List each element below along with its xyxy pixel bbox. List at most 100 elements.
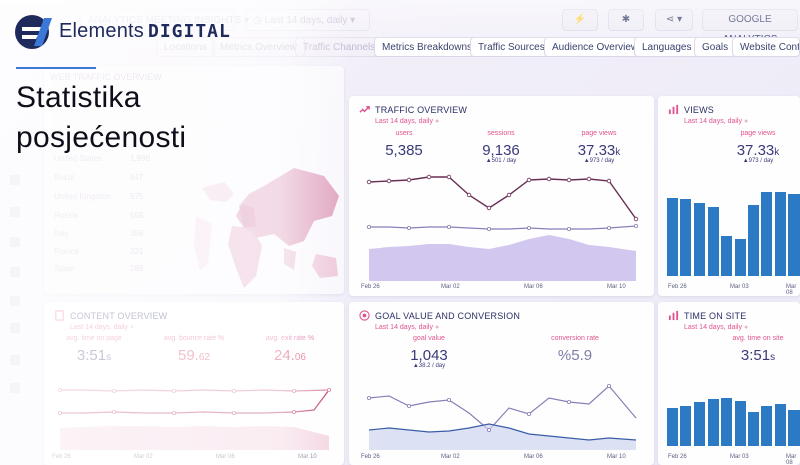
date-range-select[interactable]: ◷ Last 14 days, daily ▾ — [245, 9, 370, 31]
sidebar-clipboard-icon[interactable] — [10, 267, 20, 277]
bug-icon: ✱ — [621, 14, 631, 25]
metric-unit: k — [615, 147, 621, 158]
info-icon: ● — [743, 118, 749, 125]
x-axis-label: Mar 10 — [607, 284, 626, 290]
x-axis-label: Mar 02 — [441, 284, 460, 290]
x-axis-label: Feb 26 — [668, 284, 687, 290]
google-analytics-button[interactable]: GOOGLE ANALYTICS — [702, 9, 798, 45]
subtitle-text: Last 14 days, daily — [70, 324, 128, 331]
metric-value-text: 3:51 — [740, 347, 771, 364]
elements-logo-icon — [15, 15, 52, 49]
metric-value-text: 37.33 — [577, 142, 616, 159]
metric-value-text: 59. — [178, 347, 199, 364]
x-axis-label: Feb 26 — [361, 454, 380, 460]
country-value: 575 — [130, 192, 144, 201]
tab-languages[interactable]: Languages — [634, 37, 700, 57]
tab-website-content[interactable]: Website Content — [732, 37, 800, 57]
tab-goals[interactable]: Goals — [694, 37, 737, 57]
metric-value-text: 24. — [274, 347, 295, 364]
metric-label: sessions — [487, 130, 515, 137]
metric-label: page views — [740, 130, 776, 137]
metric-unit: 06 — [294, 352, 306, 363]
tab-label: Traffic Channels — [303, 42, 376, 53]
share-button[interactable]: ⋖ ▾ — [655, 9, 693, 31]
tab-label: Traffic Sources — [478, 42, 545, 53]
tab-label: Audience Overview — [552, 42, 639, 53]
target-icon — [359, 310, 370, 321]
subtitle-text: Last 14 days, daily — [684, 324, 742, 331]
metric-value-text: 5,385 — [385, 142, 423, 159]
metric-value: 3:51s — [54, 347, 134, 364]
metric-value: 5,385 — [364, 142, 444, 159]
date-range-label: Last 14 days, daily — [264, 15, 348, 26]
sidebar-globe-icon[interactable] — [10, 355, 20, 365]
tab-metrics-breakdowns[interactable]: Metrics Breakdowns — [374, 37, 481, 57]
card-title: CONTENT OVERVIEW — [70, 311, 168, 321]
sidebar-chat-icon[interactable] — [10, 296, 20, 306]
metric-label: users — [395, 130, 413, 137]
info-icon: ● — [434, 324, 440, 331]
info-icon: ● — [129, 324, 135, 331]
metric-label: avg. exit rate % — [265, 335, 315, 342]
x-axis-label: Feb 26 — [361, 284, 380, 290]
x-axis-label: Mar 10 — [607, 454, 626, 460]
metric-label: conversion rate — [551, 335, 599, 342]
plug-icon: ⚡ — [573, 14, 587, 25]
plug-button[interactable]: ⚡ — [562, 9, 598, 31]
x-axis-label: Mar 03 — [730, 284, 749, 290]
goal-value-card: GOAL VALUE AND CONVERSION Last 14 days, … — [349, 302, 654, 465]
document-icon — [55, 310, 64, 321]
metric-label: avg. time on page — [66, 335, 122, 342]
card-title: TIME ON SITE — [684, 311, 747, 321]
metric-delta: ▲38.2 / day — [412, 363, 446, 369]
x-axis-label: Mar 08 — [786, 454, 797, 465]
x-axis-label: Mar 02 — [134, 454, 153, 460]
country-value: 321 — [130, 247, 144, 256]
brand-suffix: DIGITAL — [147, 21, 231, 42]
headline-line: Statistika — [16, 81, 141, 114]
metric-delta: ▲501 / day — [485, 158, 517, 164]
bar-chart-icon — [668, 104, 679, 115]
share-icon: ⋖ ▾ — [665, 14, 683, 25]
country-value: 558 — [130, 211, 144, 220]
card-subtitle: Last 14 days, daily ● — [375, 324, 439, 331]
metric-value: 59.62 — [154, 347, 234, 364]
tab-label: Locations — [164, 42, 207, 53]
x-axis-label: Feb 26 — [52, 454, 71, 460]
metric-value: %5.9 — [535, 347, 615, 364]
metric-unit: s — [106, 352, 112, 363]
country-value: 647 — [130, 173, 144, 182]
sidebar-settings-icon[interactable] — [10, 383, 20, 393]
card-subtitle: Last 14 days, daily ● — [684, 118, 748, 125]
debug-button[interactable]: ✱ — [608, 9, 644, 31]
metric-label: avg. time on site — [732, 335, 784, 342]
card-subtitle: Last 14 days, daily ● — [375, 118, 439, 125]
country-value: 289 — [130, 264, 144, 273]
metric-value-text: 3:51 — [76, 347, 107, 364]
tab-label: Goals — [702, 42, 729, 53]
tab-traffic-sources[interactable]: Traffic Sources — [470, 37, 553, 57]
country-name: Spain — [54, 264, 75, 273]
bar-chart-icon — [668, 310, 679, 321]
country-name: France — [54, 247, 79, 256]
metric-value: 37.33k — [559, 142, 639, 159]
tab-traffic-channels[interactable]: Traffic Channels — [295, 37, 384, 57]
card-title: TRAFFIC OVERVIEW — [375, 105, 468, 115]
sidebar-chart-icon[interactable] — [10, 175, 20, 185]
tab-audience-overview[interactable]: Audience Overview — [544, 37, 647, 57]
country-name: Italy — [54, 229, 69, 238]
traffic-line-chart — [366, 174, 639, 281]
sidebar-doc-icon[interactable] — [10, 207, 20, 217]
time-on-site-card: TIME ON SITE Last 14 days, daily ● avg. … — [658, 302, 800, 465]
metric-value: 1,043 — [389, 347, 469, 364]
traffic-overview-card: TRAFFIC OVERVIEW Last 14 days, daily ● u… — [349, 96, 654, 296]
metric-value: 9,136 — [461, 142, 541, 159]
card-title: GOAL VALUE AND CONVERSION — [375, 311, 521, 321]
metric-label: goal value — [413, 335, 445, 342]
sidebar-user-icon[interactable] — [10, 323, 20, 333]
tab-label: Languages — [642, 42, 692, 53]
info-icon: ● — [743, 324, 749, 331]
sidebar-tools-icon[interactable] — [10, 237, 20, 247]
metric-value-text: 1,043 — [410, 347, 448, 364]
x-axis-label: Mar 06 — [524, 454, 543, 460]
